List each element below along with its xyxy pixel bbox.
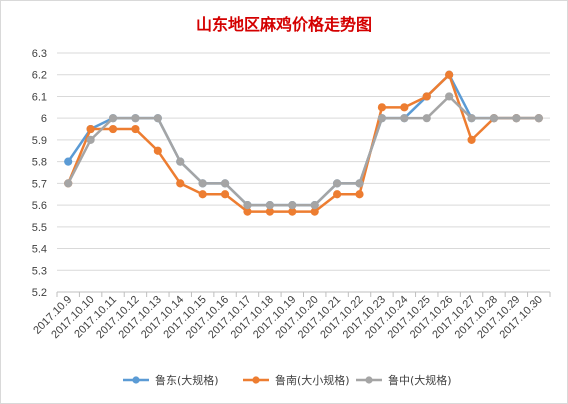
data-point	[176, 179, 185, 188]
y-tick-label: 6.1	[32, 91, 47, 103]
y-tick-label: 6	[41, 113, 47, 125]
data-point	[108, 124, 118, 134]
y-tick-label: 5.8	[32, 157, 47, 169]
data-point	[333, 190, 342, 199]
data-point	[153, 146, 162, 155]
y-tick-label: 5.2	[32, 287, 47, 299]
legend-label: 鲁南(大小规格)	[275, 373, 350, 387]
x-axis-tick-labels: 2017.10.92017.10.102017.10.112017.10.122…	[31, 294, 545, 341]
y-tick-label: 6.2	[32, 70, 47, 82]
series-line	[67, 95, 539, 207]
data-point	[243, 200, 252, 210]
series-lines	[64, 70, 543, 216]
data-point	[265, 200, 274, 210]
data-point	[310, 200, 319, 210]
y-tick-label: 5.7	[32, 178, 47, 190]
data-point	[131, 124, 140, 134]
data-point	[198, 179, 207, 188]
data-point	[64, 179, 73, 188]
legend-item: 鲁南(大小规格)	[243, 373, 350, 387]
data-point	[467, 114, 476, 123]
y-tick-label: 6.3	[32, 48, 47, 60]
data-point	[400, 114, 409, 123]
data-point	[534, 114, 543, 123]
data-point	[467, 135, 476, 145]
data-point	[445, 92, 454, 101]
legend-marker	[132, 376, 140, 384]
chart-title: 山东地区麻鸡价格走势图	[196, 15, 372, 34]
data-point	[512, 114, 521, 123]
data-point	[220, 190, 230, 199]
data-point	[333, 179, 342, 188]
data-point	[422, 92, 431, 101]
legend-item: 鲁中(大规格)	[356, 373, 452, 387]
data-point	[86, 124, 95, 134]
data-point	[288, 200, 297, 210]
data-point	[377, 103, 387, 112]
legend-label: 鲁中(大规格)	[388, 373, 452, 387]
legend-marker	[365, 376, 373, 384]
y-tick-label: 5.5	[32, 222, 47, 234]
x-axis	[56, 291, 551, 297]
data-point	[108, 114, 118, 123]
data-point	[400, 103, 409, 112]
data-point	[355, 179, 364, 188]
data-point	[198, 190, 207, 199]
legend: 鲁东(大规格) 鲁南(大小规格) 鲁中(大规格)	[123, 373, 452, 387]
data-point	[422, 114, 431, 123]
data-point	[377, 114, 387, 123]
data-point	[489, 114, 499, 123]
legend-item: 鲁东(大规格)	[123, 373, 219, 387]
data-point	[176, 157, 185, 166]
y-tick-label: 5.3	[32, 265, 47, 277]
legend-label: 鲁东(大规格)	[155, 373, 219, 387]
data-point	[86, 135, 95, 145]
data-point	[355, 190, 364, 199]
data-point	[153, 114, 162, 123]
data-point	[131, 114, 140, 123]
y-axis-tick-labels: 5.2 5.3 5.4 5.5 5.6 5.7 5.8 5.9 6 6.1 6.2 6.3	[32, 48, 47, 299]
legend-marker	[252, 376, 260, 384]
data-point	[64, 157, 73, 166]
data-point	[445, 70, 454, 79]
y-tick-label: 5.9	[32, 135, 47, 147]
y-tick-label: 5.4	[32, 244, 47, 256]
y-tick-label: 5.6	[32, 200, 47, 212]
data-point	[220, 179, 230, 188]
series-3	[64, 92, 543, 210]
